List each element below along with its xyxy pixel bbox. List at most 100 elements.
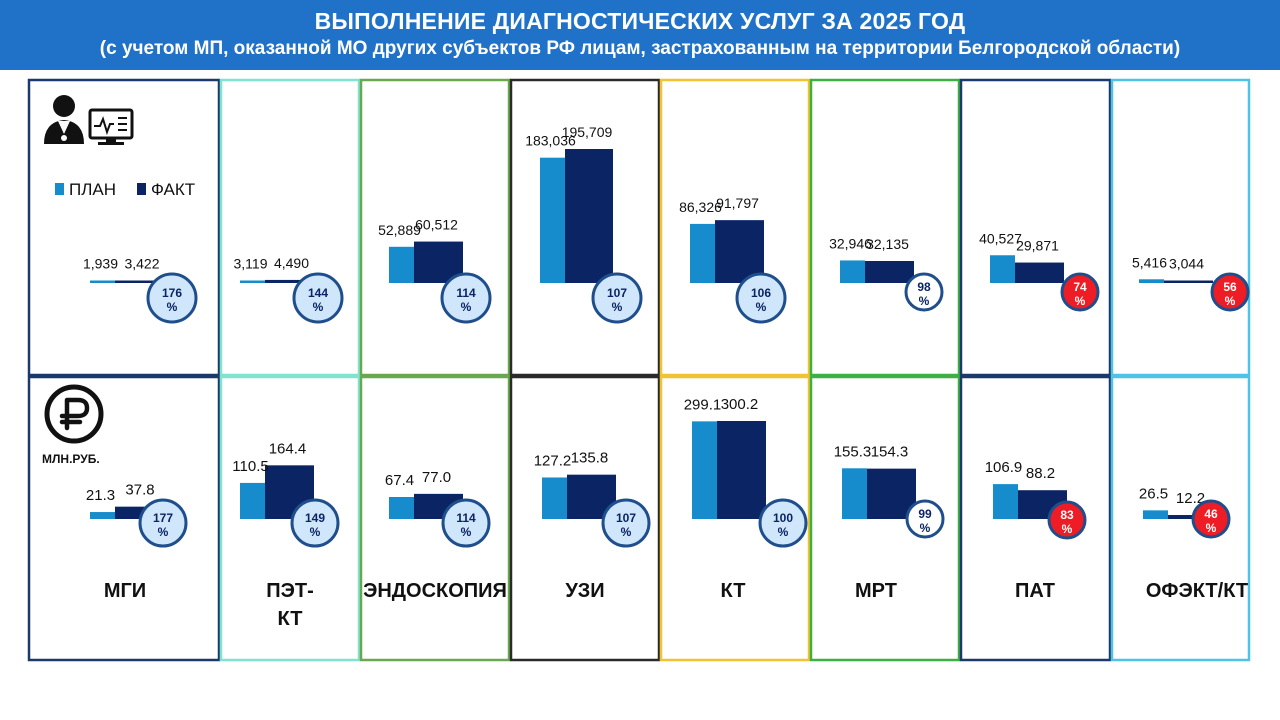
label-plan-services-2: 3,119 — [234, 256, 268, 272]
percent-sign: % — [778, 525, 789, 539]
bar-plan-money-7 — [993, 484, 1018, 519]
label-plan-services-4: 183,036 — [525, 133, 576, 149]
category-label-3: ЭНДОСКОПИЯ — [363, 580, 507, 602]
label-plan-money-4: 127.2 — [534, 452, 572, 469]
bar-plan-services-8 — [1139, 279, 1164, 283]
percent-sign: % — [612, 300, 623, 314]
header-banner: ВЫПОЛНЕНИЕ ДИАГНОСТИЧЕСКИХ УСЛУГ ЗА 2025… — [0, 0, 1280, 70]
percent-value: 74 — [1073, 280, 1087, 294]
category-labels: МГИ ПЭТ- КТ ЭНДОСКОПИЯ УЗИ КТ МРТ ПАТ ОФЭКТ/КТ — [104, 580, 1248, 630]
category-label-4: УЗИ — [565, 580, 604, 602]
percent-sign: % — [313, 300, 324, 314]
legend-plan-swatch — [55, 183, 64, 195]
label-fact-money-5: 300.2 — [721, 396, 759, 413]
panel-services-6 — [809, 78, 961, 377]
panel-services-8 — [1110, 78, 1251, 377]
percent-sign: % — [461, 300, 472, 314]
percent-value: 83 — [1060, 508, 1074, 522]
label-plan-money-6: 155.3 — [834, 443, 872, 460]
panel-services-5 — [659, 78, 811, 377]
label-plan-money-1: 21.3 — [86, 487, 115, 504]
percent-badge-services-4: 107% — [591, 272, 643, 324]
percent-badge-services-8: 56% — [1210, 272, 1250, 312]
panel-services-7 — [959, 78, 1112, 377]
ruble-icon — [44, 384, 104, 444]
label-fact-services-5: 91,797 — [716, 195, 759, 211]
percent-sign: % — [1225, 294, 1236, 308]
panel-services-4 — [509, 78, 661, 377]
legend-fact-label: ФАКТ — [151, 180, 195, 199]
page-title: ВЫПОЛНЕНИЕ ДИАГНОСТИЧЕСКИХ УСЛУГ ЗА 2025… — [314, 8, 966, 34]
bar-fact-services-1 — [115, 280, 173, 283]
label-plan-money-3: 67.4 — [385, 472, 414, 489]
percent-sign: % — [167, 300, 178, 314]
percent-sign: % — [919, 294, 930, 308]
panel-money-4 — [509, 375, 661, 662]
label-fact-money-7: 88.2 — [1026, 465, 1055, 482]
panel-money-3 — [359, 375, 511, 662]
bar-fact-services-7 — [1015, 262, 1064, 283]
category-label-2: КТ — [278, 608, 303, 630]
percent-badge-services-2: 144% — [292, 272, 344, 324]
category-label-5: КТ — [721, 580, 746, 602]
category-label-7: ПАТ — [1015, 580, 1055, 602]
category-label-2: ПЭТ- — [266, 580, 313, 602]
percent-badge-money-3: 114% — [441, 498, 491, 548]
panel-money-2 — [219, 375, 361, 662]
bar-plan-services-2 — [240, 280, 265, 283]
bar-plan-services-6 — [840, 260, 865, 283]
percent-value: 100 — [773, 511, 793, 525]
label-plan-services-1: 1,939 — [83, 256, 118, 272]
percent-badge-money-1: 177% — [138, 498, 188, 548]
bar-plan-services-7 — [990, 255, 1015, 283]
label-plan-money-8: 26.5 — [1139, 485, 1168, 502]
percent-value: 98 — [917, 280, 931, 294]
category-label-1: МГИ — [104, 580, 146, 602]
percent-sign: % — [920, 521, 931, 535]
percent-badge-services-5: 106% — [735, 272, 787, 324]
percent-sign: % — [310, 525, 321, 539]
panel-money-6 — [809, 375, 961, 662]
percent-badge-money-6: 99% — [905, 499, 945, 539]
money-unit-label: МЛН.РУБ. — [42, 452, 100, 466]
percent-badge-services-7: 74% — [1060, 272, 1100, 312]
panel-services-3 — [359, 78, 511, 377]
label-fact-money-2: 164.4 — [269, 440, 307, 457]
percent-badge-money-5: 100% — [758, 498, 808, 548]
label-plan-services-7: 40,527 — [979, 230, 1022, 246]
label-plan-services-6: 32,946 — [829, 235, 872, 251]
percent-badge-services-6: 98% — [904, 272, 944, 312]
percent-badges: 176%144%114%107%106%98%74%56%177%149%114… — [138, 272, 1250, 548]
percent-value: 114 — [456, 511, 476, 525]
percent-badge-money-8: 46% — [1191, 499, 1231, 539]
label-fact-services-3: 60,512 — [415, 217, 458, 233]
percent-sign: % — [1206, 521, 1217, 535]
bar-plan-money-4 — [542, 477, 567, 519]
bar-plan-services-3 — [389, 246, 414, 283]
bar-fact-money-5 — [717, 421, 766, 519]
label-fact-services-7: 29,871 — [1016, 238, 1059, 254]
label-fact-services-6: 32,135 — [866, 236, 909, 252]
panel-money-8 — [1110, 375, 1251, 662]
percent-value: 107 — [607, 286, 627, 300]
percent-value: 46 — [1204, 507, 1218, 521]
percent-value: 99 — [918, 507, 932, 521]
percent-badge-money-4: 107% — [601, 498, 651, 548]
category-label-8: ОФЭКТ/КТ — [1146, 580, 1248, 602]
bar-fact-services-6 — [865, 260, 914, 283]
doctor-monitor-icon — [44, 95, 134, 145]
bar-plan-services-1 — [90, 280, 115, 283]
bar-plan-money-1 — [90, 512, 115, 519]
bar-plan-money-8 — [1143, 510, 1168, 519]
percent-sign: % — [461, 525, 472, 539]
label-plan-money-7: 106.9 — [985, 459, 1023, 476]
bar-plan-money-6 — [842, 468, 867, 519]
percent-value: 176 — [162, 286, 182, 300]
bar-plan-money-3 — [389, 496, 414, 519]
panel-grid — [27, 78, 1251, 662]
label-fact-services-4: 195,709 — [562, 124, 613, 140]
legend-plan-label: ПЛАН — [69, 180, 116, 199]
label-fact-services-8: 3,044 — [1169, 256, 1204, 272]
percent-sign: % — [1075, 294, 1086, 308]
panel-services-2 — [219, 78, 361, 377]
